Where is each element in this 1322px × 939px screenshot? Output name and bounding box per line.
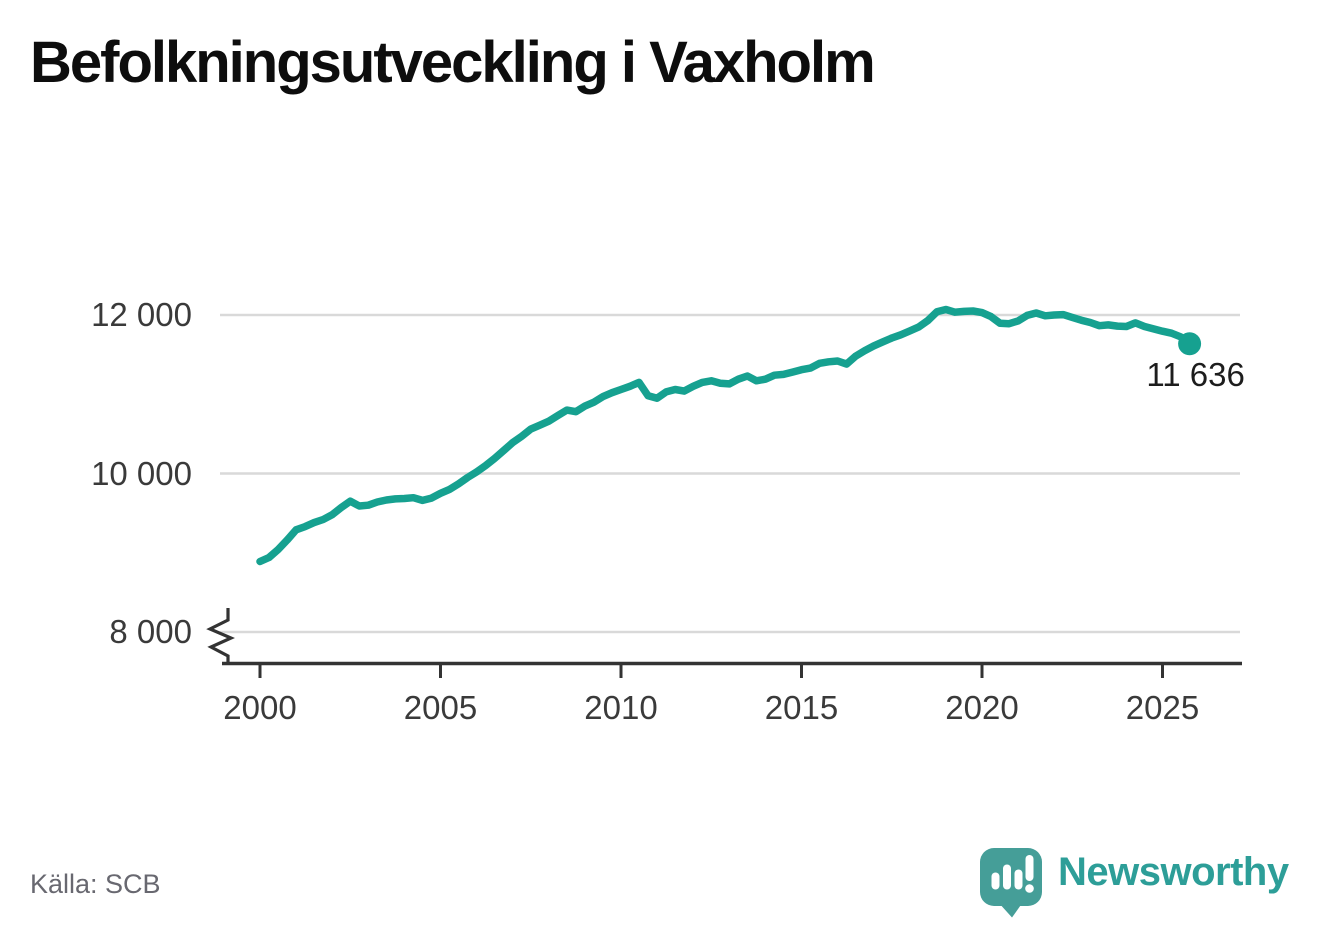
x-tick-label-2005: 2005 (403, 689, 478, 726)
y-tick-label-10000: 10 000 (91, 454, 192, 492)
gridlines (220, 313, 1240, 634)
population-line-series (256, 305, 1202, 566)
source-note: Källa: SCB (30, 869, 161, 899)
x-axis (222, 661, 1242, 678)
end-value-label: 11 636 (1146, 355, 1245, 393)
x-tick-label-2010: 2010 (584, 689, 658, 726)
x-tick-label-2015: 2015 (764, 689, 839, 726)
y-tick-label-12000: 12 000 (91, 296, 192, 333)
y-tick-label-8000: 8 000 (109, 613, 192, 650)
newsworthy-wordmark: Newsworthy (1058, 850, 1289, 894)
x-tick-label-2025: 2025 (1125, 689, 1200, 726)
newsworthy-logo: Newsworthy (978, 846, 1289, 919)
axis-break-icon (206, 608, 235, 663)
x-tick-label-2000: 2000 (223, 689, 297, 726)
newsworthy-mark-icon (980, 848, 1042, 918)
x-tick-label-2020: 2020 (945, 689, 1019, 726)
chart-title: Befolkningsutveckling i Vaxholm (30, 30, 876, 95)
